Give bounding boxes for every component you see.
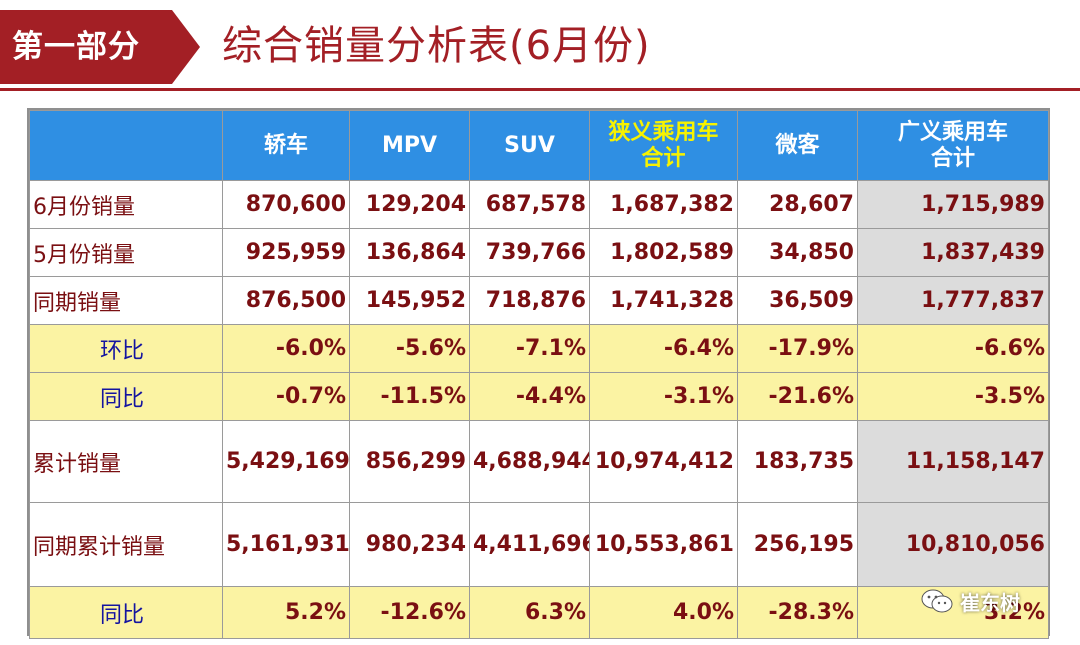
row-label: 5月份销量 [29,228,223,277]
table-row: 同比 5.2% -12.6% 6.3% 4.0% -28.3% 3.2% [29,586,1049,639]
value-cell: -3.1% [589,372,738,421]
value-cell: -12.6% [349,586,470,639]
value-cell: 739,766 [469,228,590,277]
value-cell: 3.2% [857,586,1049,639]
value-cell: -5.6% [349,324,470,373]
header-cell-minivan: 微客 [737,110,858,181]
value-cell: 10,553,861 [589,502,738,587]
row-label: 累计销量 [29,420,223,503]
value-cell: 10,974,412 [589,420,738,503]
value-cell: 183,735 [737,420,858,503]
value-cell: -4.4% [469,372,590,421]
header-label: SUV [504,132,555,158]
table-row: 同期累计销量 5,161,931 980,234 4,411,696 10,55… [29,502,1049,587]
value-cell: 6.3% [469,586,590,639]
table-row: 环比 -6.0% -5.6% -7.1% -6.4% -17.9% -6.6% [29,324,1049,373]
value-cell: 36,509 [737,276,858,325]
row-label: 环比 [29,324,223,373]
value-cell: -6.4% [589,324,738,373]
value-cell: 1,715,989 [857,180,1049,229]
watermark: 崔东树 [920,586,1020,616]
wechat-icon [921,589,953,613]
table-row: 6月份销量 870,600 129,204 687,578 1,687,382 … [29,180,1049,229]
value-cell: 28,607 [737,180,858,229]
table-header-row: 轿车 MPV SUV 狭义乘用车 合计 微客 广义乘用车 合计 [29,110,1049,181]
value-cell: 136,864 [349,228,470,277]
value-cell: 11,158,147 [857,420,1049,503]
header-cell-blank [29,110,223,181]
row-label: 同比 [29,586,223,639]
value-cell: 4,411,696 [469,502,590,587]
row-label: 同期累计销量 [29,502,223,587]
table-row: 同期销量 876,500 145,952 718,876 1,741,328 3… [29,276,1049,325]
value-cell: 980,234 [349,502,470,587]
table-row: 同比 -0.7% -11.5% -4.4% -3.1% -21.6% -3.5% [29,372,1049,421]
header-cell-broad-total: 广义乘用车 合计 [857,110,1049,181]
value-cell: 4.0% [589,586,738,639]
header-label-line2: 合计 [641,145,686,171]
title-divider [0,88,1080,91]
value-cell: 687,578 [469,180,590,229]
value-cell: 4,688,944 [469,420,590,503]
value-cell: 870,600 [222,180,350,229]
watermark-text: 崔东树 [960,590,1020,615]
value-cell: 925,959 [222,228,350,277]
sales-analysis-table: 轿车 MPV SUV 狭义乘用车 合计 微客 广义乘用车 合计 6月份销量 870,… [29,110,1049,639]
value-cell: -0.7% [222,372,350,421]
value-cell: 5.2% [222,586,350,639]
value-cell: -6.6% [857,324,1049,373]
value-cell: 34,850 [737,228,858,277]
value-cell: -6.0% [222,324,350,373]
row-label: 同期销量 [29,276,223,325]
value-cell: -28.3% [737,586,858,639]
table-row: 累计销量 5,429,169 856,299 4,688,944 10,974,… [29,420,1049,503]
value-cell: 876,500 [222,276,350,325]
header-label-line2: 合计 [930,145,975,171]
value-cell: 10,810,056 [857,502,1049,587]
row-label: 同比 [29,372,223,421]
table-row: 5月份销量 925,959 136,864 739,766 1,802,589 … [29,228,1049,277]
header-label-line1: 狭义乘用车 [608,119,719,145]
value-cell: 256,195 [737,502,858,587]
value-cell: 1,741,328 [589,276,738,325]
value-cell: -7.1% [469,324,590,373]
row-label: 6月份销量 [29,180,223,229]
header-label: MPV [381,132,438,158]
header-cell-suv: SUV [469,110,590,181]
section-label: 第一部分 [0,10,200,84]
value-cell: 1,777,837 [857,276,1049,325]
value-cell: 1,687,382 [589,180,738,229]
header-cell-sedan: 轿车 [222,110,350,181]
value-cell: -21.6% [737,372,858,421]
header-label: 轿车 [263,132,308,158]
header-label: 微客 [775,132,820,158]
value-cell: -3.5% [857,372,1049,421]
value-cell: -11.5% [349,372,470,421]
header-cell-narrow-total: 狭义乘用车 合计 [589,110,738,181]
value-cell: 1,837,439 [857,228,1049,277]
header-cell-mpv: MPV [349,110,470,181]
value-cell: 5,161,931 [222,502,350,587]
value-cell: 145,952 [349,276,470,325]
value-cell: 1,802,589 [589,228,738,277]
value-cell: 856,299 [349,420,470,503]
page-title: 综合销量分析表(6月份) [222,23,651,69]
value-cell: 718,876 [469,276,590,325]
value-cell: 5,429,169 [222,420,350,503]
value-cell: 129,204 [349,180,470,229]
value-cell: -17.9% [737,324,858,373]
header-label-line1: 广义乘用车 [897,119,1008,145]
